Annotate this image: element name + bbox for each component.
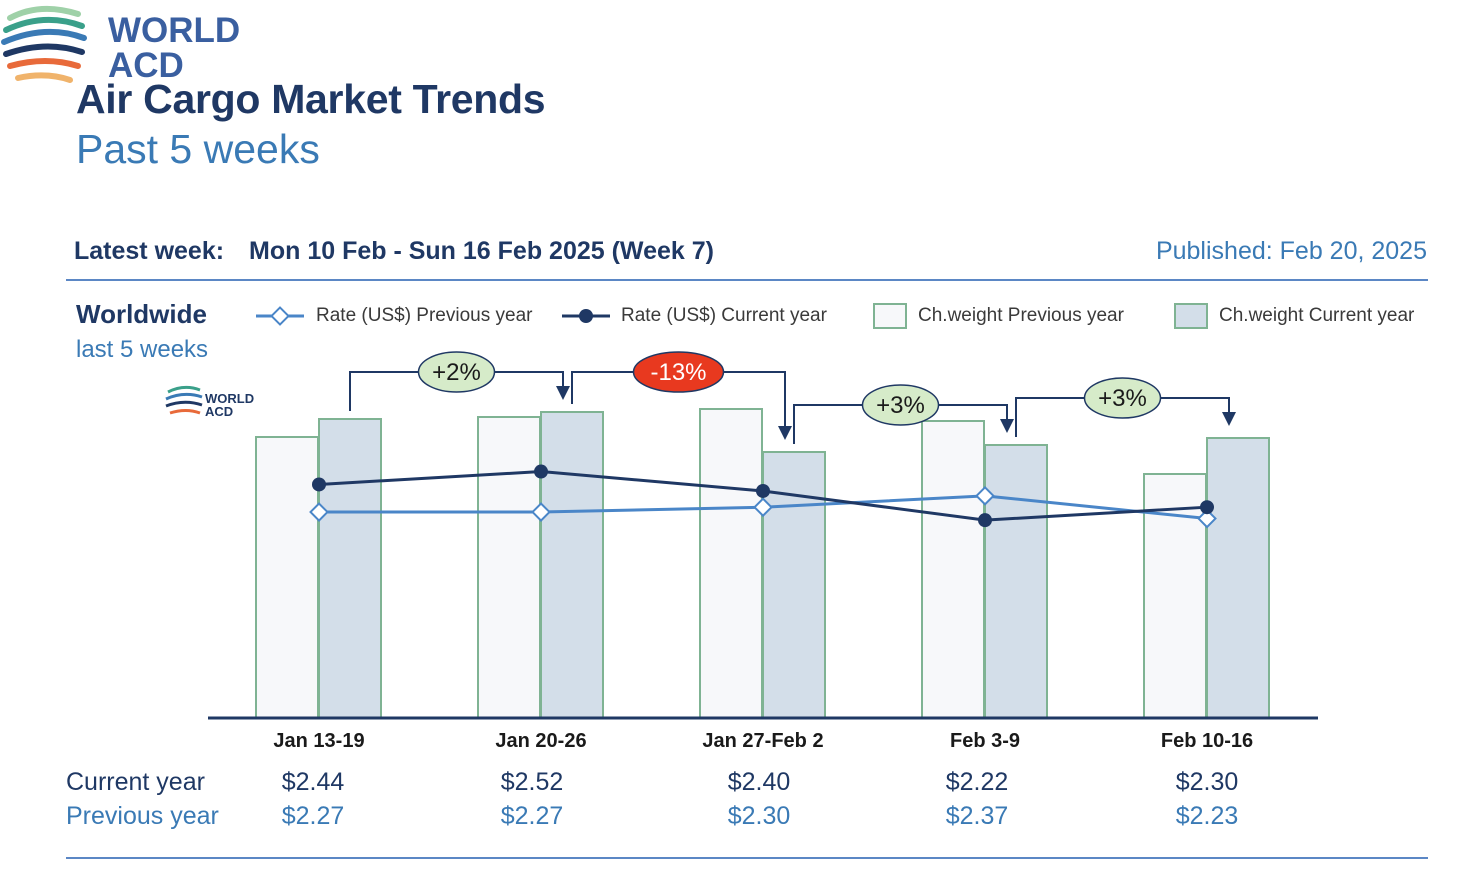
x-tick-label: Feb 10-16 xyxy=(1161,730,1253,752)
rate-previous-point xyxy=(753,497,773,518)
x-tick-label: Feb 3-9 xyxy=(950,730,1020,752)
change-arrowhead xyxy=(1222,412,1236,426)
bar-weight-previous xyxy=(921,420,985,719)
previous-rate-value: $2.37 xyxy=(945,802,1009,830)
bar-weight-current xyxy=(984,444,1048,719)
watermark-text-world: WORLD xyxy=(205,391,254,406)
current-rate-value: $2.40 xyxy=(727,768,791,796)
bar-weight-previous xyxy=(699,408,763,719)
current-rate-value: $2.44 xyxy=(281,768,345,796)
rate-previous-point xyxy=(975,485,995,506)
current-rate-value: $2.30 xyxy=(1175,768,1239,796)
change-arrowhead xyxy=(1000,419,1014,433)
previous-rate-value: $2.27 xyxy=(281,802,345,830)
rate-current-point xyxy=(534,464,548,479)
watermark-text-acd: ACD xyxy=(205,404,233,419)
published-date: Published: Feb 20, 2025 xyxy=(1155,237,1427,265)
change-arrowhead xyxy=(556,386,570,400)
rate-current-point xyxy=(312,477,326,492)
region-period: last 5 weeks xyxy=(76,336,209,363)
previous-rate-value: $2.23 xyxy=(1175,802,1239,830)
bar-weight-current xyxy=(1206,437,1270,719)
change-badge-label: +3% xyxy=(1098,385,1147,412)
legend-rate-cur: Rate (US$) Current year xyxy=(621,305,827,326)
rate-previous-point xyxy=(309,502,329,522)
latest-week-label: Latest week: xyxy=(74,237,225,265)
change-badge xyxy=(861,384,940,426)
logo-text-acd: ACD xyxy=(108,46,184,85)
page-title: Air Cargo Market Trends xyxy=(76,76,546,122)
logo-text-world: WORLD xyxy=(108,11,240,50)
legend-weight-prev-swatch xyxy=(873,303,907,329)
legend-rate-prev-marker xyxy=(256,306,304,326)
bar-weight-previous xyxy=(477,416,541,719)
rate-current-point xyxy=(756,483,770,498)
current-year-label: Current year xyxy=(66,768,205,796)
rate-previous-point xyxy=(1197,508,1217,529)
bar-weight-current xyxy=(318,418,382,719)
chart: WORLD ACD +2% -13% +3% +3% Jan 13-19 Jan 20-… xyxy=(165,351,1318,752)
change-arrowhead xyxy=(778,426,792,440)
previous-year-label: Previous year xyxy=(66,802,219,830)
region-label: Worldwide xyxy=(76,299,207,329)
rate-previous-point xyxy=(531,502,551,522)
legend-weight-cur: Ch.weight Current year xyxy=(1219,305,1415,326)
x-tick-label: Jan 27-Feb 2 xyxy=(702,730,823,752)
previous-rate-value: $2.27 xyxy=(500,802,564,830)
legend-rate-cur-marker xyxy=(562,309,610,323)
bar-weight-previous xyxy=(255,436,319,719)
world-acd-logo: WORLD ACD xyxy=(1,5,240,85)
x-tick-label: Jan 13-19 xyxy=(273,730,364,752)
rate-current-point xyxy=(1200,500,1214,515)
current-rate-value: $2.52 xyxy=(500,768,564,796)
current-rate-value: $2.22 xyxy=(945,768,1009,796)
divider-top xyxy=(66,279,1428,281)
divider-bottom xyxy=(66,857,1428,859)
bar-weight-current xyxy=(540,411,604,719)
x-tick-label: Jan 20-26 xyxy=(495,730,586,752)
chart-watermark-logo: WORLD ACD xyxy=(165,385,254,419)
change-badge-label: -13% xyxy=(650,359,706,386)
latest-week-value: Mon 10 Feb - Sun 16 Feb 2025 (Week 7) xyxy=(249,237,714,265)
change-badge xyxy=(632,351,725,393)
page-subtitle: Past 5 weeks xyxy=(76,126,320,172)
change-badge xyxy=(417,351,496,393)
previous-rate-value: $2.30 xyxy=(727,802,791,830)
change-badge xyxy=(1083,377,1162,419)
legend-weight-prev: Ch.weight Previous year xyxy=(918,305,1124,326)
legend-weight-cur-swatch xyxy=(1174,303,1208,329)
change-badge-label: +3% xyxy=(876,392,925,419)
legend-rate-prev: Rate (US$) Previous year xyxy=(316,305,533,326)
rate-current-point xyxy=(978,513,992,528)
change-badge-label: +2% xyxy=(432,359,481,386)
